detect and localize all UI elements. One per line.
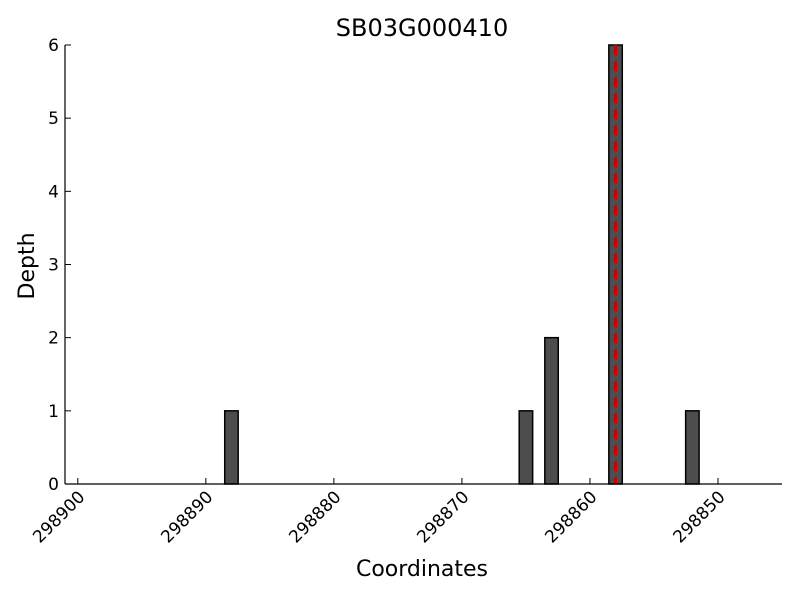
y-tick-label: 6 [48,36,59,56]
x-tick-label: 298850 [669,487,729,547]
x-tick-label: 298860 [541,487,601,547]
y-tick-label: 2 [48,329,59,349]
y-tick-label: 3 [48,256,59,276]
x-tick-label: 298890 [157,487,217,547]
bar-0 [223,410,239,485]
bar-1 [518,410,534,485]
plot-area [64,44,782,485]
x-axis-label: Coordinates [356,557,488,582]
y-axis: 0 1 2 3 4 5 6 [48,36,71,495]
chart-title: SB03G000410 [336,14,508,42]
x-tick-label: 298900 [29,487,89,547]
x-axis: 298900 298890 298880 298870 298860 298850 [29,478,730,547]
x-tick-label: 298880 [285,487,345,547]
y-tick-label: 0 [48,475,59,495]
y-tick-label: 4 [48,182,59,202]
bar-4 [684,410,700,485]
y-tick-label: 5 [48,109,59,129]
x-tick-label: 298870 [413,487,473,547]
y-axis-label: Depth [15,232,40,299]
bar-2 [544,336,560,485]
y-tick-label: 1 [48,402,59,422]
